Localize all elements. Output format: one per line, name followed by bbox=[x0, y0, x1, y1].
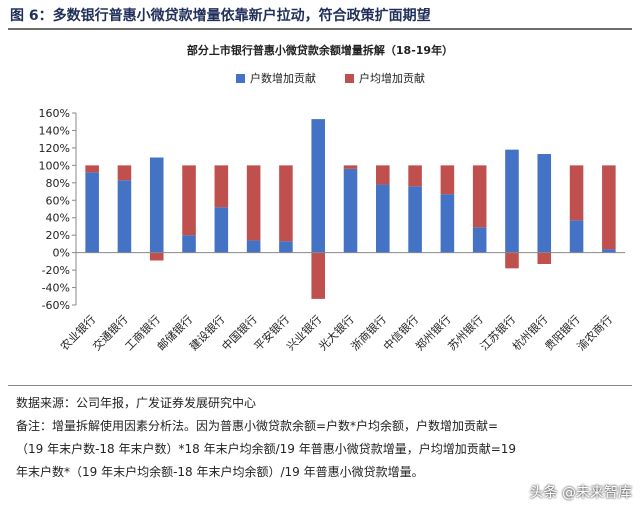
source-notes: 数据来源：公司年报，广发证券发展研究中心 备注：增量拆解使用因素分析法。因为普惠… bbox=[16, 392, 626, 484]
bar-households bbox=[279, 241, 293, 253]
x-tick-label: 渝农商行 bbox=[574, 312, 615, 353]
y-tick-label: -40% bbox=[42, 282, 70, 295]
note-source: 数据来源：公司年报，广发证券发展研究中心 bbox=[16, 396, 257, 410]
figure-header: 图 6：多数银行普惠小微贷款增量依靠新户拉动，符合政策扩面期望 bbox=[8, 0, 632, 30]
y-tick-label: 140% bbox=[39, 124, 70, 137]
bar-households bbox=[182, 235, 196, 253]
chart-legend: 户数增加贡献 户均增加贡献 bbox=[0, 70, 640, 86]
bar-households bbox=[85, 172, 99, 253]
note-line-2: （19 年末户数-18 年末户数）*18 年末户均余额/19 年普惠小微贷款增量… bbox=[16, 442, 517, 456]
y-tick-label: 60% bbox=[46, 194, 70, 207]
bar-households bbox=[246, 240, 261, 253]
figure-title: 图 6：多数银行普惠小微贷款增量依靠新户拉动，符合政策扩面期望 bbox=[10, 8, 431, 24]
y-tick-label: -60% bbox=[42, 299, 70, 312]
bar-average bbox=[214, 165, 229, 208]
legend-item-average: 户均增加贡献 bbox=[345, 70, 425, 86]
bar-households bbox=[505, 149, 519, 253]
bar-households bbox=[214, 207, 229, 253]
bar-average bbox=[505, 252, 519, 269]
bar-average bbox=[408, 165, 422, 187]
y-tick-label: 40% bbox=[46, 212, 70, 225]
legend-swatch-average bbox=[345, 73, 354, 83]
bar-households bbox=[537, 154, 552, 253]
bar-households bbox=[117, 180, 132, 253]
bar-households bbox=[311, 119, 325, 253]
bar-average bbox=[440, 165, 455, 195]
bar-households bbox=[343, 168, 358, 253]
legend-label-households: 户数增加贡献 bbox=[250, 72, 316, 85]
legend-item-households: 户数增加贡献 bbox=[236, 70, 316, 86]
legend-swatch-households bbox=[236, 73, 245, 83]
y-tick-label: 80% bbox=[46, 177, 70, 190]
bar-average bbox=[472, 165, 487, 228]
bar-households bbox=[149, 157, 164, 253]
chart-title: 部分上市银行普惠小微贷款余额增量拆解（18-19年） bbox=[186, 44, 454, 57]
y-tick-label: -20% bbox=[42, 264, 70, 277]
note-line-1: 备注：增量拆解使用因素分析法。因为普惠小微贷款余额=户数*户均余额，户数增加贡献… bbox=[16, 419, 499, 433]
bar-average bbox=[602, 165, 616, 250]
y-tick-label: 0% bbox=[53, 247, 70, 260]
bar-average bbox=[149, 252, 164, 261]
footer-divider bbox=[8, 385, 632, 386]
watermark-text: 头条 @未来智库 bbox=[529, 485, 632, 501]
bar-average bbox=[537, 252, 552, 264]
bar-households bbox=[440, 194, 455, 253]
y-tick-label: 160% bbox=[39, 107, 70, 120]
bar-average bbox=[279, 165, 293, 242]
y-tick-label: 100% bbox=[39, 159, 70, 172]
bar-average bbox=[117, 165, 132, 181]
y-tick-label: 120% bbox=[39, 142, 70, 155]
bar-average bbox=[182, 165, 196, 236]
bar-average bbox=[85, 165, 99, 173]
bar-average bbox=[569, 165, 584, 221]
bar-average bbox=[343, 165, 358, 169]
y-tick-label: 20% bbox=[46, 229, 70, 242]
legend-label-average: 户均增加贡献 bbox=[359, 72, 425, 85]
bar-households bbox=[569, 220, 584, 253]
bar-chart: -60% -40% -20% 0% 20% 40% 60% 80% 100% 120% 140% 16… bbox=[39, 107, 625, 353]
bar-average bbox=[246, 165, 261, 241]
bar-average bbox=[311, 252, 325, 299]
note-line-3: 年末户数*（19 年末户均余额-18 年末户均余额）/19 年普惠小微贷款增量。 bbox=[16, 465, 424, 479]
bar-households bbox=[602, 249, 616, 253]
bar-households bbox=[472, 227, 487, 253]
bar-households bbox=[376, 184, 390, 253]
bar-average bbox=[376, 165, 390, 185]
bar-households bbox=[408, 186, 422, 253]
